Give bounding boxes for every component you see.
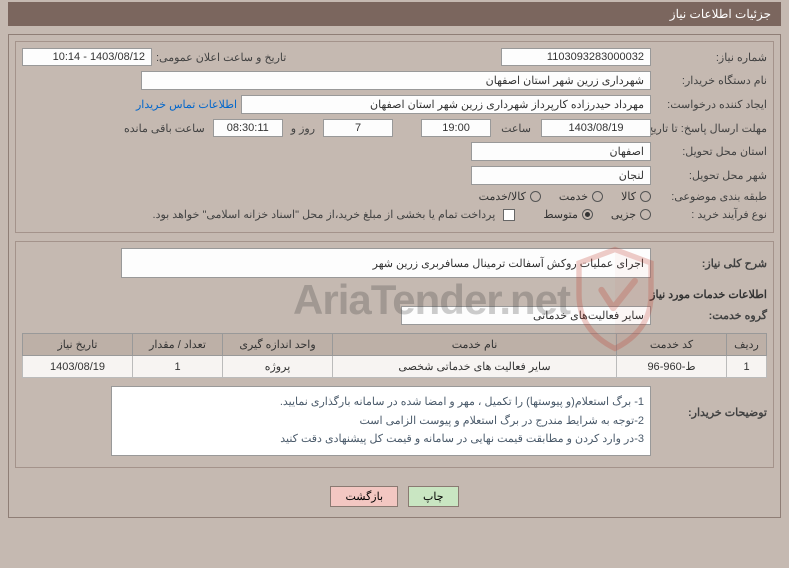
page-title: جزئیات اطلاعات نیاز	[670, 7, 771, 21]
deadline-time: 19:00	[421, 119, 491, 137]
row-requester: ایجاد کننده درخواست: مهرداد حیدرزاده کار…	[22, 95, 767, 114]
need-number-label: شماره نیاز:	[655, 51, 767, 64]
category-option-label: خدمت	[559, 190, 588, 203]
category-option-label: کالا/خدمت	[479, 190, 526, 203]
row-delivery-city: شهر محل تحویل: لنجان	[22, 166, 767, 185]
row-need-number: شماره نیاز: 1103093283000032 تاریخ و ساع…	[22, 48, 767, 66]
row-delivery-province: استان محل تحویل: اصفهان	[22, 142, 767, 161]
need-number-value: 1103093283000032	[501, 48, 651, 66]
col-index: ردیف	[727, 334, 767, 356]
info-section: شماره نیاز: 1103093283000032 تاریخ و ساع…	[15, 41, 774, 233]
radio-icon	[640, 191, 651, 202]
delivery-province-value: اصفهان	[471, 142, 651, 161]
service-group-value: سایر فعالیت‌های خدماتی	[401, 306, 651, 325]
remaining-label: ساعت باقی مانده	[124, 122, 205, 135]
cell-qty: 1	[133, 356, 223, 378]
service-group-label: گروه خدمت:	[655, 309, 767, 322]
table-row: 1 ط-960-96 سایر فعالیت های خدماتی شخصی پ…	[23, 356, 767, 378]
need-desc-value: اجرای عملیات روکش آسفالت ترمینال مسافربر…	[121, 248, 651, 278]
back-button[interactable]: بازگشت	[330, 486, 398, 507]
col-name: نام خدمت	[333, 334, 617, 356]
buyer-notes-box: 1- برگ استعلام(و پیوستها) را تکمیل ، مهر…	[111, 386, 651, 456]
radio-dot-icon	[585, 212, 590, 217]
col-code: کد خدمت	[617, 334, 727, 356]
requester-label: ایجاد کننده درخواست:	[655, 98, 767, 111]
category-option-service[interactable]: خدمت	[559, 190, 603, 203]
cell-code: ط-960-96	[617, 356, 727, 378]
col-unit: واحد اندازه گیری	[223, 334, 333, 356]
category-option-label: کالا	[621, 190, 636, 203]
category-option-goods[interactable]: کالا	[621, 190, 651, 203]
payment-note: پرداخت تمام یا بخشی از مبلغ خرید،از محل …	[153, 208, 496, 221]
time-label: ساعت	[501, 122, 531, 135]
need-desc-label: شرح کلی نیاز:	[655, 257, 767, 270]
buyer-org-label: نام دستگاه خریدار:	[655, 74, 767, 87]
row-deadline: مهلت ارسال پاسخ: تا تاریخ: 1403/08/19 سا…	[22, 119, 767, 137]
cell-index: 1	[727, 356, 767, 378]
buyer-org-value: شهرداری زرین شهر استان اصفهان	[141, 71, 651, 90]
category-radio-group: کالا خدمت کالا/خدمت	[479, 190, 651, 203]
buyer-note-line: 2-توجه به شرایط مندرج در برگ استعلام و پ…	[118, 412, 644, 431]
radio-icon	[592, 191, 603, 202]
process-option-label: متوسط	[543, 208, 578, 221]
main-container: شماره نیاز: 1103093283000032 تاریخ و ساع…	[0, 26, 789, 526]
table-header-row: ردیف کد خدمت نام خدمت واحد اندازه گیری ت…	[23, 334, 767, 356]
col-date: تاریخ نیاز	[23, 334, 133, 356]
services-table: ردیف کد خدمت نام خدمت واحد اندازه گیری ت…	[22, 333, 767, 378]
time-remaining: 08:30:11	[213, 119, 283, 137]
days-remaining: 7	[323, 119, 393, 137]
process-radio-group: جزیی متوسط	[543, 208, 651, 221]
cell-unit: پروژه	[223, 356, 333, 378]
cell-date: 1403/08/19	[23, 356, 133, 378]
page-title-bar: جزئیات اطلاعات نیاز	[8, 2, 781, 26]
announce-date-value: 1403/08/12 - 10:14	[22, 48, 152, 66]
days-and-label: روز و	[291, 122, 315, 135]
category-option-both[interactable]: کالا/خدمت	[479, 190, 541, 203]
row-buyer-notes: توضیحات خریدار: 1- برگ استعلام(و پیوستها…	[22, 386, 767, 456]
buyer-contact-link[interactable]: اطلاعات تماس خریدار	[136, 98, 237, 111]
radio-icon	[530, 191, 541, 202]
radio-icon	[640, 209, 651, 220]
process-type-label: نوع فرآیند خرید :	[655, 208, 767, 221]
process-option-minor[interactable]: جزیی	[611, 208, 651, 221]
row-service-group: گروه خدمت: سایر فعالیت‌های خدماتی	[22, 306, 767, 325]
payment-checkbox[interactable]	[503, 209, 515, 221]
delivery-city-value: لنجان	[471, 166, 651, 185]
buyer-note-line: 1- برگ استعلام(و پیوستها) را تکمیل ، مهر…	[118, 393, 644, 412]
row-buyer-org: نام دستگاه خریدار: شهرداری زرین شهر استا…	[22, 71, 767, 90]
deadline-label: مهلت ارسال پاسخ: تا تاریخ:	[655, 122, 767, 135]
radio-icon	[582, 209, 593, 220]
button-row: چاپ بازگشت	[15, 476, 774, 511]
category-label: طبقه بندی موضوعی:	[655, 190, 767, 203]
process-option-label: جزیی	[611, 208, 636, 221]
cell-name: سایر فعالیت های خدماتی شخصی	[333, 356, 617, 378]
col-qty: تعداد / مقدار	[133, 334, 223, 356]
deadline-date: 1403/08/19	[541, 119, 651, 137]
row-process-type: نوع فرآیند خرید : جزیی متوسط پرداخت تمام…	[22, 208, 767, 221]
print-button[interactable]: چاپ	[408, 486, 459, 507]
row-need-desc: شرح کلی نیاز: اجرای عملیات روکش آسفالت ت…	[22, 248, 767, 278]
main-panel: شماره نیاز: 1103093283000032 تاریخ و ساع…	[8, 34, 781, 518]
buyer-notes-label: توضیحات خریدار:	[655, 386, 767, 419]
services-section-header: اطلاعات خدمات مورد نیاز	[22, 288, 767, 301]
row-category: طبقه بندی موضوعی: کالا خدمت کالا/خدمت	[22, 190, 767, 203]
buyer-note-line: 3-در وارد کردن و مطابقت قیمت نهایی در سا…	[118, 430, 644, 449]
process-option-medium[interactable]: متوسط	[543, 208, 593, 221]
delivery-province-label: استان محل تحویل:	[655, 145, 767, 158]
description-section: شرح کلی نیاز: اجرای عملیات روکش آسفالت ت…	[15, 241, 774, 468]
delivery-city-label: شهر محل تحویل:	[655, 169, 767, 182]
requester-value: مهرداد حیدرزاده کارپرداز شهرداری زرین شه…	[241, 95, 651, 114]
announce-date-label: تاریخ و ساعت اعلان عمومی:	[156, 51, 286, 64]
